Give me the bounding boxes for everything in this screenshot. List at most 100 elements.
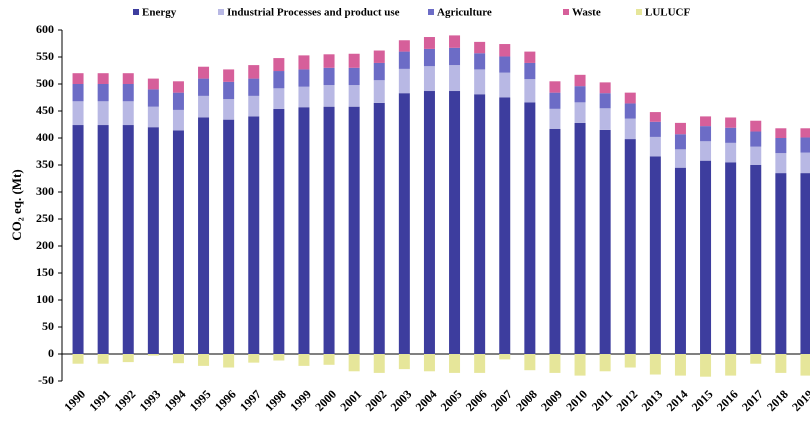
bar-segment: [524, 102, 536, 354]
bar-segment: [172, 130, 184, 354]
bar-segment: [423, 37, 435, 49]
bar-segment: [449, 35, 461, 48]
bar-segment: [147, 127, 159, 354]
bar-segment: [122, 101, 134, 126]
bar-segment: [373, 50, 385, 63]
x-tick-label: 2001: [337, 387, 364, 414]
bar-segment: [574, 86, 586, 103]
bar-segment: [649, 136, 661, 157]
bar-segment: [172, 92, 184, 110]
bar-segment: [474, 69, 486, 95]
bar-segment: [700, 116, 712, 127]
bar-segment: [674, 134, 686, 150]
x-tick-label: 1998: [262, 387, 289, 414]
bar-segment: [298, 86, 310, 108]
bar-segment: [273, 58, 285, 72]
bar-segment: [122, 73, 134, 84]
x-tick-label: 2000: [312, 387, 339, 414]
bar-segment: [674, 122, 686, 135]
y-tick-label: 550: [36, 49, 54, 63]
y-tick-label: 100: [36, 292, 54, 306]
bar-segment: [524, 79, 536, 103]
bar-segment: [248, 95, 260, 117]
bar-segment: [423, 91, 435, 355]
x-tick-label: 2012: [613, 387, 640, 414]
bar-segment: [624, 354, 636, 368]
x-tick-label: 1996: [212, 387, 239, 414]
bar-segment: [549, 108, 561, 129]
bar-segment: [449, 47, 461, 66]
x-tick-label: 1992: [111, 387, 138, 414]
bar-segment: [649, 121, 661, 137]
bar-segment: [398, 68, 410, 94]
bar-segment: [624, 103, 636, 119]
bar-segment: [298, 55, 310, 70]
bar-segment: [725, 162, 737, 354]
x-tick-label: 2016: [714, 387, 741, 414]
bar-segment: [72, 125, 84, 354]
legend-label: Energy: [142, 7, 177, 19]
bar-segment: [72, 101, 84, 126]
bar-segment: [423, 66, 435, 92]
y-tick-label: 150: [36, 265, 54, 279]
y-tick-label: 350: [36, 157, 54, 171]
bar-segment: [725, 354, 737, 376]
bar-segment: [298, 354, 310, 366]
bar-segment: [800, 354, 810, 376]
x-tick-label: 1990: [61, 387, 88, 414]
bar-segment: [423, 354, 435, 372]
bar-segment: [273, 354, 285, 361]
bar-segment: [248, 65, 260, 79]
bar-segment: [223, 81, 235, 100]
bar-segment: [449, 91, 461, 355]
bar-segment: [398, 354, 410, 370]
bar-segment: [725, 127, 737, 143]
bar-segment: [198, 66, 210, 79]
bar-segment: [775, 138, 787, 154]
y-tick-label: 450: [36, 103, 54, 117]
bar-segment: [725, 142, 737, 163]
bar-segment: [499, 354, 511, 360]
bar-segment: [750, 354, 762, 364]
bar-segment: [524, 354, 536, 371]
x-tick-label: 1995: [187, 387, 214, 414]
bar-segment: [198, 95, 210, 118]
legend-swatch: [428, 9, 434, 15]
bar-segment: [298, 107, 310, 354]
bar-segment: [775, 153, 787, 174]
bar-segment: [549, 354, 561, 373]
x-tick-label: 2019: [789, 387, 810, 414]
bar-segment: [474, 53, 486, 70]
bar-segment: [323, 106, 335, 355]
x-tick-label: 2011: [589, 387, 615, 413]
y-tick-label: 250: [36, 211, 54, 225]
bar-segment: [750, 120, 762, 132]
bar-segment: [449, 354, 461, 373]
legend-swatch: [636, 9, 642, 15]
bar-segment: [323, 54, 335, 68]
bar-segment: [348, 53, 360, 68]
bar-segment: [674, 149, 686, 168]
bar-segment: [198, 117, 210, 354]
bar-segment: [172, 81, 184, 93]
bar-segment: [700, 160, 712, 354]
x-tick-label: 1999: [287, 387, 314, 414]
bar-segment: [750, 131, 762, 147]
bar-segment: [72, 84, 84, 102]
bar-segment: [323, 354, 335, 365]
bar-segment: [373, 62, 385, 81]
bar-segment: [398, 93, 410, 355]
bar-segment: [474, 94, 486, 354]
legend-label: Waste: [572, 7, 601, 19]
bar-segment: [298, 69, 310, 87]
x-tick-label: 1993: [137, 387, 164, 414]
bar-segment: [147, 106, 159, 128]
bar-segment: [750, 165, 762, 354]
bar-segment: [122, 354, 134, 363]
y-tick-label: 0: [48, 346, 54, 360]
bar-segment: [248, 354, 260, 363]
bar-segment: [499, 72, 511, 98]
bar-segment: [223, 354, 235, 368]
x-tick-label: 2003: [388, 387, 415, 414]
legend-swatch: [218, 9, 224, 15]
